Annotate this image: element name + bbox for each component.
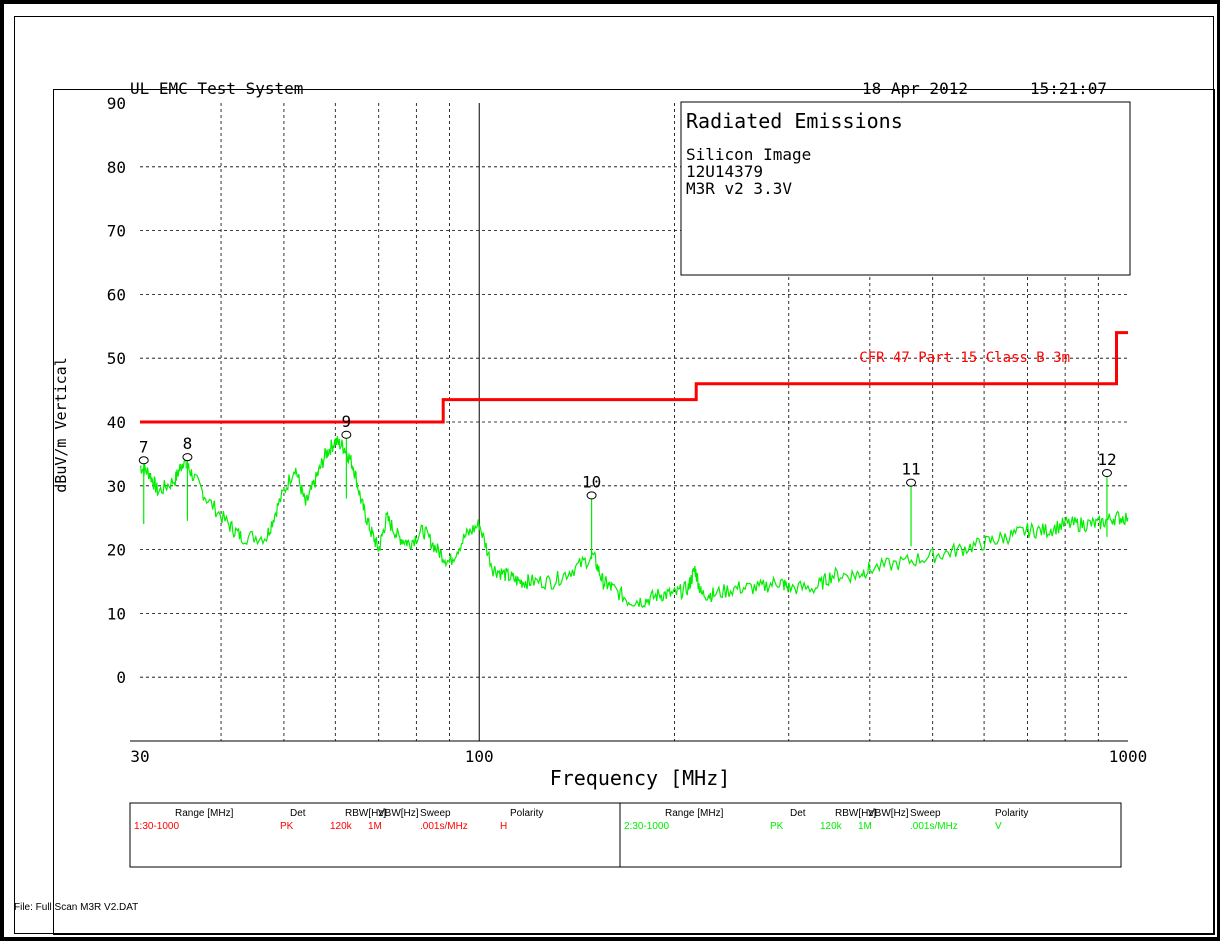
legend-header-5: Polarity xyxy=(995,808,1028,819)
legend-row-1-cell: 120k xyxy=(330,821,353,832)
legend-row-2-cell: 2:30-1000 xyxy=(624,821,669,832)
x-tick-label: 100 xyxy=(465,747,494,766)
legend-header-0: Range [MHz] xyxy=(175,808,234,819)
legend-row-1-cell: PK xyxy=(280,821,294,832)
y-tick-label: 40 xyxy=(107,413,126,432)
y-tick-label: 50 xyxy=(107,349,126,368)
x-axis-label: Frequency [MHz] xyxy=(550,766,731,790)
info-line1: Silicon Image xyxy=(686,145,811,164)
legend-row-2-cell: PK xyxy=(770,821,784,832)
time-label: 15:21:07 xyxy=(1030,79,1107,98)
marker-8-symbol xyxy=(182,453,193,462)
legend-header-4: Sweep xyxy=(420,808,451,819)
legend-header-1: Det xyxy=(790,808,806,819)
marker-8-label: 8 xyxy=(183,434,193,453)
marker-9-symbol xyxy=(341,430,352,439)
y-tick-label: 80 xyxy=(107,158,126,177)
legend-row-1-cell: 1:30-1000 xyxy=(134,821,179,832)
emission-trace xyxy=(139,436,1129,609)
y-tick-label: 20 xyxy=(107,541,126,560)
x-tick-label: 30 xyxy=(130,747,149,766)
plot-frame xyxy=(53,89,1215,935)
date-label: 18 Apr 2012 xyxy=(862,79,968,98)
y-tick-label: 70 xyxy=(107,222,126,241)
legend-row-1-cell: 1M xyxy=(368,821,382,832)
marker-10-symbol xyxy=(586,491,597,500)
x-tick-label: 1000 xyxy=(1109,747,1148,766)
y-tick-label: 30 xyxy=(107,477,126,496)
marker-7-symbol xyxy=(138,456,149,465)
legend-header-3: VBW[Hz] xyxy=(378,808,419,819)
marker-11-label: 11 xyxy=(901,460,920,479)
legend-row-1-cell: H xyxy=(500,821,507,832)
legend-row-2-cell: 1M xyxy=(858,821,872,832)
inner-border xyxy=(14,16,1215,935)
y-tick-label: 60 xyxy=(107,285,126,304)
marker-7-label: 7 xyxy=(139,437,149,456)
info-line3: M3R v2 3.3V xyxy=(686,179,792,198)
y-tick-label: 90 xyxy=(107,94,126,113)
y-tick-label: 0 xyxy=(116,668,126,687)
marker-9-label: 9 xyxy=(342,412,352,431)
legend-row-2-cell: V xyxy=(995,821,1002,832)
y-axis-label: dBuV/m Vertical xyxy=(52,357,70,492)
legend-header-2: RBW[Hz] xyxy=(345,808,386,819)
marker-10-label: 10 xyxy=(582,472,601,491)
tick-labels: 0 10 20 30 40 50 60 70 80 90 30 100 1000 xyxy=(107,94,1148,766)
limit-line xyxy=(140,331,1128,424)
legend-header-4: Sweep xyxy=(910,808,941,819)
marker-11-symbol xyxy=(906,478,917,487)
peak-markers: 7 8 9 10 11 12 xyxy=(138,412,1117,560)
legend-header-2: RBW[Hz] xyxy=(835,808,876,819)
system-title: UL EMC Test System xyxy=(130,79,303,98)
legend-header-5: Polarity xyxy=(510,808,543,819)
info-line2: 12U14379 xyxy=(686,162,763,181)
file-label: File: Full Scan M3R V2.DAT xyxy=(14,902,138,913)
limit-line-path xyxy=(140,331,1128,424)
info-title: Radiated Emissions xyxy=(686,109,903,133)
legend-table xyxy=(129,802,1122,868)
limit-label: CFR 47 Part 15 Class B 3m xyxy=(859,350,1070,366)
legend-header-1: Det xyxy=(290,808,306,819)
legend-header-0: Range [MHz] xyxy=(665,808,724,819)
legend-row-2-cell: .001s/MHz xyxy=(910,821,958,832)
y-tick-label: 10 xyxy=(107,604,126,623)
marker-12-symbol xyxy=(1101,469,1112,478)
marker-12-label: 12 xyxy=(1097,450,1116,469)
info-box xyxy=(680,101,1131,276)
legend-content: Range [MHz] Det RBW[Hz]VBW[Hz] Sweep Polarit… xyxy=(134,808,1028,832)
legend-header-3: VBW[Hz] xyxy=(868,808,909,819)
legend-row-1-cell: .001s/MHz xyxy=(420,821,468,832)
legend-row-2-cell: 120k xyxy=(820,821,843,832)
